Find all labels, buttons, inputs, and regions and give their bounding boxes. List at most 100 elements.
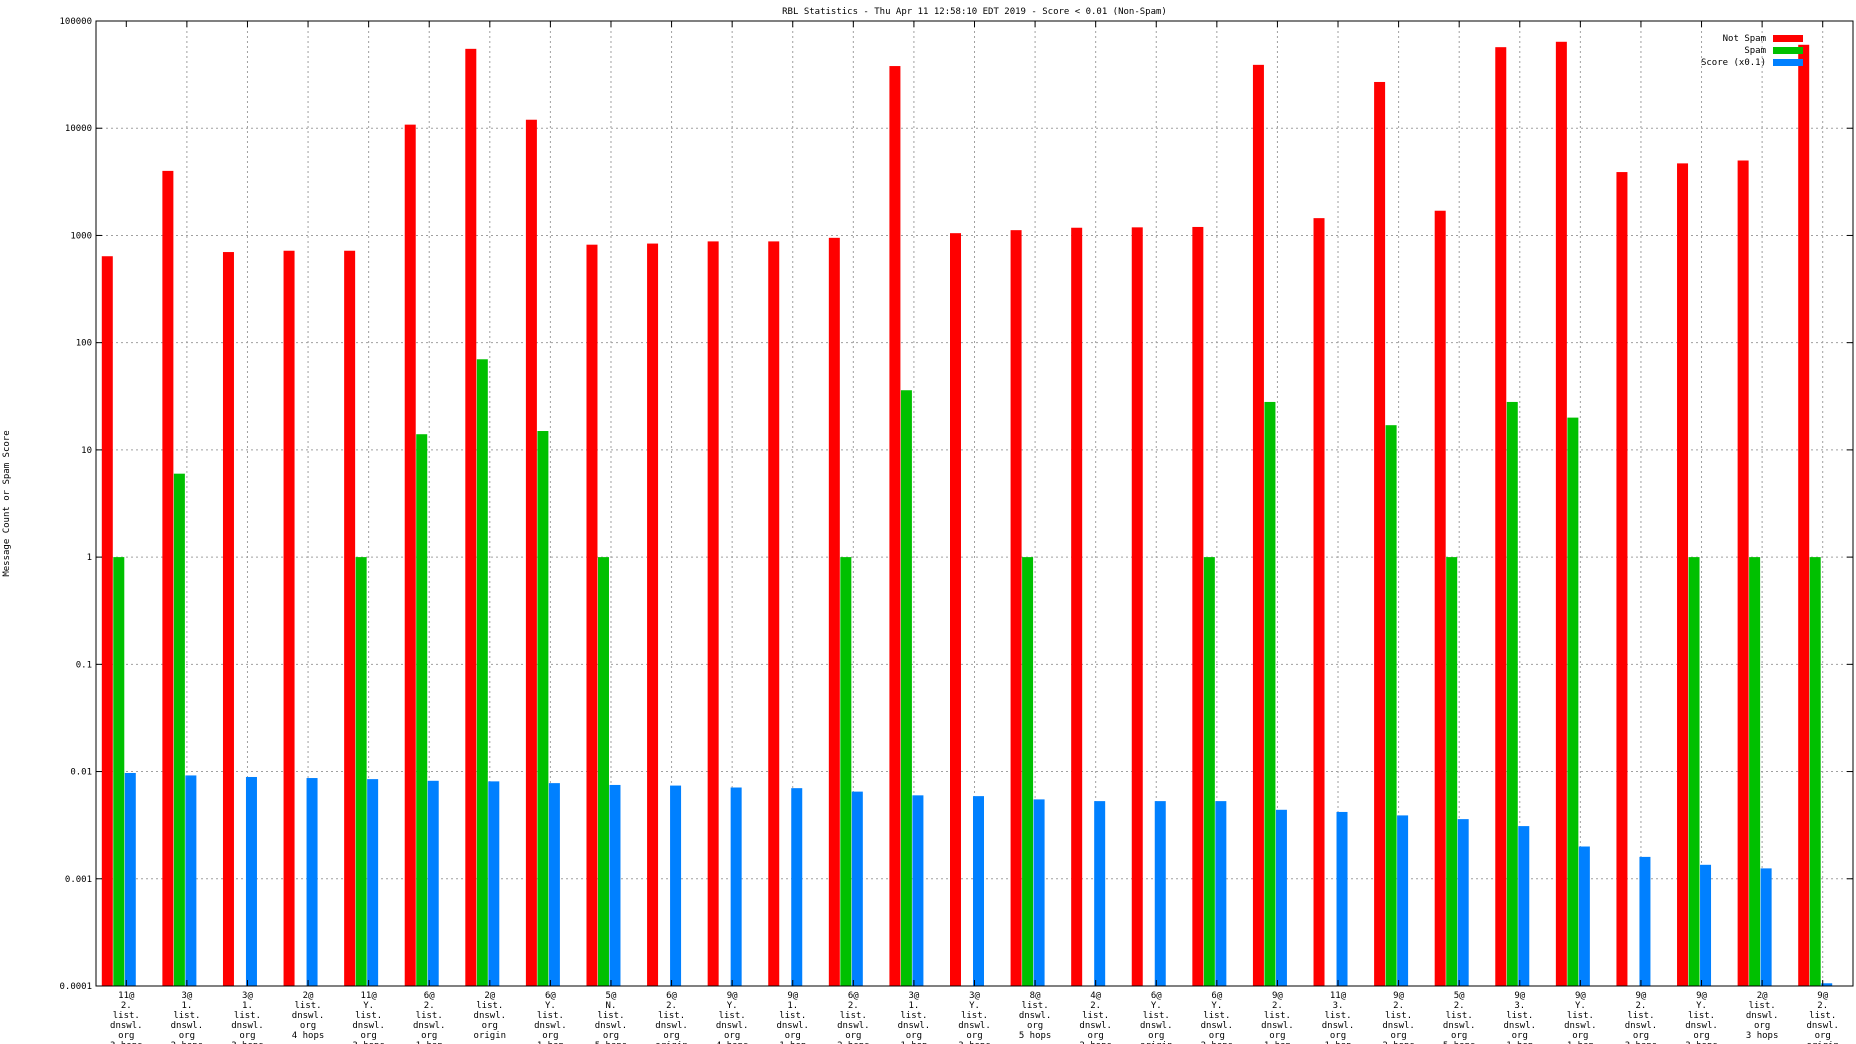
x-tick-label-line: 11@ [1330,991,1347,1001]
x-tick-label-line: 9@ [1393,991,1404,1001]
x-tick-label-line: 11@ [118,991,135,1001]
bar-score [1154,801,1166,986]
x-tick-label-line: 9@ [1575,991,1586,1001]
y-tick-label: 10 [81,446,92,456]
x-tick-label-line: 6@ [1211,991,1222,1001]
x-tick-label-line: org [1451,1031,1467,1041]
x-tick-label-line: list. [476,1001,503,1011]
bar-score [306,778,318,986]
x-tick-label-line: org [1572,1031,1588,1041]
x-tick-label-line: 4 hops [292,1031,325,1041]
x-tick-label-line: org [1269,1031,1285,1041]
x-tick-label-line: org [1148,1031,1164,1041]
bar-not-spam [889,66,901,987]
x-tick-label-line: dnswl. [1746,1011,1779,1021]
bar-spam [1385,425,1397,986]
x-tick-label-line: org [1512,1031,1528,1041]
x-tick-label-line: 2 hops [1201,1041,1234,1044]
x-tick-label-line: 9@ [1696,991,1707,1001]
bar-score [427,780,439,986]
bar-spam [1688,557,1700,986]
x-tick-label-line: 11@ [361,991,378,1001]
x-tick-label-line: list. [961,1011,988,1021]
x-tick-label-line: 2. [1817,1001,1828,1011]
bar-score [1639,856,1651,986]
bar-not-spam [344,250,356,986]
x-tick-label-line: 3@ [242,991,253,1001]
bar-score [548,783,560,986]
x-tick-label-line: org [421,1031,437,1041]
x-tick-label-line: org [300,1021,316,1031]
x-tick-label-line: 2 hops [1079,1041,1112,1044]
x-tick-label-line: 2. [121,1001,132,1011]
x-tick-label-line: 1. [908,1001,919,1011]
bar-not-spam [1495,47,1507,986]
legend: Not Spam Spam Score (x0.1) [1701,34,1803,68]
y-tick-label: 0.1 [76,660,92,670]
bar-score [1518,826,1530,986]
y-tick-label: 100000 [59,17,92,27]
x-tick-label-line: dnswl. [1504,1021,1537,1031]
x-tick-label-line: 3@ [908,991,919,1001]
legend-swatch [1773,47,1803,54]
x-tick-label-line: 1 hop [1324,1041,1351,1044]
bar-score [1336,811,1348,986]
x-tick-label-line: 1 hop [537,1041,564,1044]
x-tick-label-line: 6@ [1151,991,1162,1001]
x-tick-label-line: 1 hop [1506,1041,1533,1044]
x-tick-label-line: dnswl. [1201,1021,1234,1031]
bar-score [912,795,924,986]
x-tick-label-line: 9@ [1636,991,1647,1001]
x-tick-label-line: origin [1140,1041,1173,1044]
x-tick-label-line: Y. [363,1001,374,1011]
x-tick-label-line: org [845,1031,861,1041]
x-tick-label-line: 5@ [1454,991,1465,1001]
x-tick-label-line: list. [1749,1001,1776,1011]
x-tick-label-line: dnswl. [1140,1021,1173,1031]
bar-not-spam [1131,227,1143,987]
x-tick-label-line: 2@ [1757,991,1768,1001]
y-tick-label: 10000 [65,124,92,134]
legend-swatch [1773,35,1803,42]
x-tick-label-line: org [1027,1021,1043,1031]
bar-spam [1567,417,1579,986]
x-tick-label: 8@ list. dnswl. org 5 hops [1019,991,1052,1041]
x-tick-label-line: dnswl. [655,1021,688,1031]
x-tick-label-line: org [966,1031,982,1041]
x-tick-label-line: 5 hops [1019,1031,1052,1041]
bar-spam [1506,401,1518,986]
bar-score [185,775,197,986]
x-tick-label-line: dnswl. [776,1021,809,1031]
x-tick-label-line: 2. [666,1001,677,1011]
x-tick-label: 2@ list. dnswl. org 4 hops [292,991,325,1041]
bar-not-spam [1313,218,1325,986]
y-tick-label: 100 [76,339,92,349]
x-tick-label-line: list. [1022,1001,1049,1011]
x-tick-label-line: 3 hops [231,1041,264,1044]
x-tick-label-line: Y. [969,1001,980,1011]
x-tick-label-line: 1. [181,1001,192,1011]
x-tick-label-line: 2. [1636,1001,1647,1011]
x-tick-label-line: dnswl. [1564,1021,1597,1031]
x-tick-label-line: org [1390,1031,1406,1041]
x-tick-label-line: list. [840,1011,867,1021]
bar-score [1215,801,1227,986]
x-tick-label-line: 9@ [727,991,738,1001]
x-tick-label-line: org [1088,1031,1104,1041]
x-tick-label-line: 5 hops [595,1041,628,1044]
x-tick-label-line: list. [1446,1011,1473,1021]
x-tick-label-line: origin [655,1041,688,1044]
x-tick-label-line: origin [1806,1041,1839,1044]
x-tick-label-line: list. [779,1011,806,1021]
x-tick-label-line: 2. [1454,1001,1465,1011]
x-tick-label-line: org [1209,1031,1225,1041]
x-tick-label-line: list. [537,1011,564,1021]
